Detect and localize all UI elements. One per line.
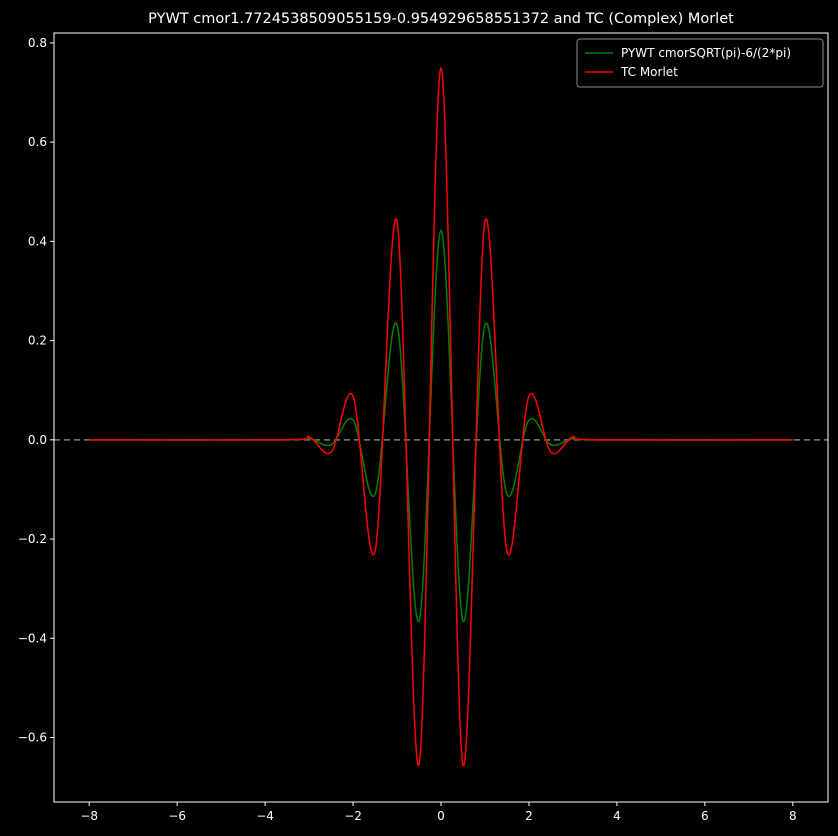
y-tick-label: −0.2 [18,532,47,546]
y-tick-label: 0.0 [28,433,47,447]
legend: PYWT cmorSQRT(pi)-6/(2*pi) TC Morlet [576,38,824,88]
y-tick-label: 0.8 [28,36,47,50]
series-line-2 [89,66,793,767]
x-tick-label: 6 [701,809,709,823]
x-tick-label: −6 [168,809,186,823]
x-tick-label: −8 [80,809,98,823]
y-tick-label: 0.6 [28,135,47,149]
chart-title: PYWT cmor1.7724538509055159-0.9549296585… [148,11,734,27]
y-tick-label: 0.4 [28,234,47,248]
plot-area [54,66,828,767]
x-tick-label: 8 [789,809,797,823]
axes: −8 −6 −4 −2 0 2 4 6 8 −0.6 −0.4 −0.2 0.0 0.2 0.4 0.6 0.8 [18,32,829,823]
axes-frame [53,32,829,803]
y-tick-label: 0.2 [28,334,47,348]
x-tick-label: 0 [437,809,445,823]
x-tick-label: −2 [344,809,362,823]
legend-box [576,38,824,88]
x-tick-label: −4 [256,809,274,823]
x-tick-label: 2 [525,809,533,823]
y-tick-label: −0.6 [18,731,47,745]
x-tick-label: 4 [613,809,621,823]
y-tick-label: −0.4 [18,631,47,645]
series-line-1 [89,229,793,622]
legend-label-1: PYWT cmorSQRT(pi)-6/(2*pi) [621,46,791,60]
legend-label-2: TC Morlet [620,65,678,79]
